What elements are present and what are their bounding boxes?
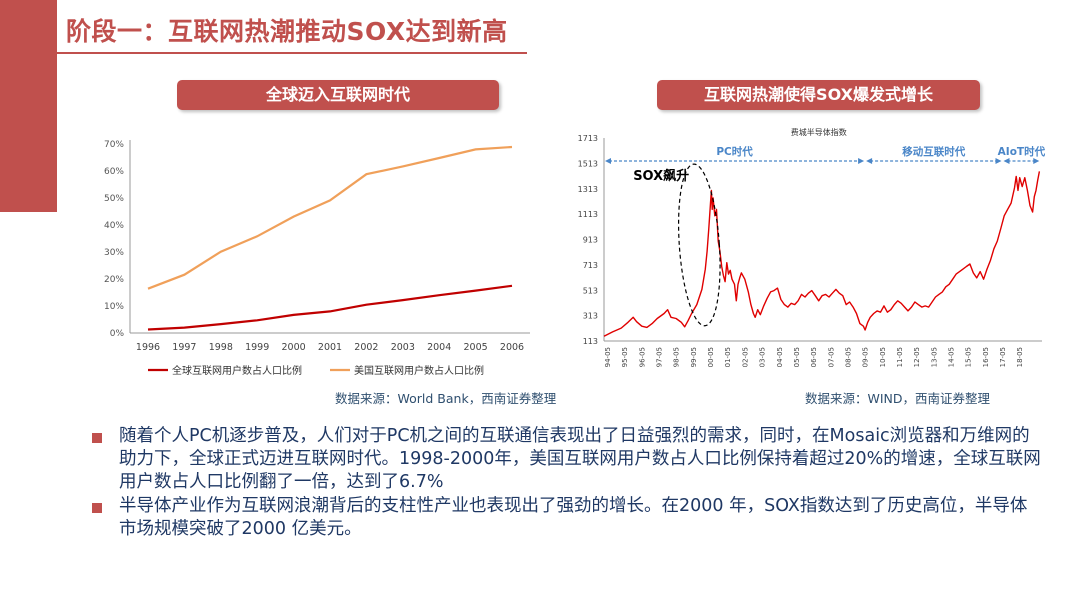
legend-label: 美国互联网用户数占人口比例 [354, 364, 484, 377]
y-tick-label: 1313 [578, 185, 598, 194]
x-tick-label: 01-05 [724, 347, 732, 367]
era-arrowhead [858, 158, 865, 164]
x-tick-label: 97-05 [656, 347, 664, 367]
x-tick-label: 05-05 [793, 347, 801, 367]
x-tick-label: 15-05 [965, 347, 973, 367]
surge-highlight-ellipse [677, 163, 721, 327]
x-tick-label: 2003 [391, 342, 415, 353]
x-tick-label: 95-05 [621, 347, 629, 367]
x-tick-label: 13-05 [930, 347, 938, 367]
bullet-item: 半导体产业作为互联网浪潮背后的支柱性产业也表现出了强劲的增长。在2000 年，S… [92, 495, 1042, 541]
era-label: 移动互联时代 [902, 145, 965, 158]
right-source: 数据来源：WIND，西南证券整理 [805, 391, 991, 406]
y-tick-label: 313 [583, 312, 598, 321]
accent-bar [0, 0, 57, 212]
y-tick-label: 40% [104, 221, 124, 231]
x-tick-label: 1997 [172, 342, 196, 353]
surge-annotation: SOX飙升 [633, 168, 689, 184]
chart-title: 费城半导体指数 [791, 128, 847, 137]
bullet-square-icon [92, 433, 102, 443]
y-tick-label: 113 [583, 337, 598, 346]
left-source: 数据来源：World Bank，西南证券整理 [335, 391, 557, 406]
y-tick-label: 60% [104, 167, 124, 177]
era-arrowhead [1003, 158, 1010, 164]
series-line-2 [147, 145, 513, 290]
x-tick-label: 03-05 [759, 347, 767, 367]
y-tick-label: 30% [104, 248, 124, 258]
bullet-text: 随着个人PC机逐步普及，人们对于PC机之间的互联通信表现出了日益强烈的需求，同时… [119, 426, 1041, 492]
page-title: 阶段一：互联网热潮推动SOX达到新高 [66, 17, 508, 46]
x-tick-label: 12-05 [913, 347, 921, 367]
x-tick-label: 10-05 [879, 347, 887, 367]
x-tick-label: 2004 [427, 342, 451, 353]
y-tick-label: 513 [583, 286, 598, 295]
x-tick-label: 18-05 [1016, 347, 1024, 367]
x-tick-label: 1996 [136, 342, 160, 353]
right-chart-label: 互联网热潮使得SOX爆发式增长 [657, 80, 980, 110]
x-tick-label: 06-05 [810, 347, 818, 367]
y-tick-label: 50% [104, 194, 124, 204]
x-tick-label: 1998 [209, 342, 233, 353]
series-line-1 [147, 284, 513, 331]
bullet-square-icon [92, 503, 102, 513]
era-label: AIoT时代 [998, 145, 1045, 158]
x-tick-label: 11-05 [896, 347, 904, 367]
x-tick-label: 2001 [318, 342, 342, 353]
era-label: PC时代 [716, 145, 753, 158]
era-arrowhead [995, 158, 1002, 164]
x-tick-label: 16-05 [982, 347, 990, 367]
x-tick-label: 94-05 [604, 347, 612, 367]
y-tick-label: 10% [104, 302, 124, 312]
y-tick-label: 0% [110, 329, 125, 339]
x-tick-label: 00-05 [707, 347, 715, 367]
title-underline [57, 52, 527, 54]
sox-series-line [603, 171, 1041, 337]
x-tick-label: 17-05 [999, 347, 1007, 367]
x-tick-label: 09-05 [862, 347, 870, 367]
x-tick-label: 04-05 [776, 347, 784, 367]
bullet-list: 随着个人PC机逐步普及，人们对于PC机之间的互联通信表现出了日益强烈的需求，同时… [92, 425, 1042, 542]
x-tick-label: 2005 [464, 342, 488, 353]
x-tick-label: 2000 [282, 342, 306, 353]
x-tick-label: 02-05 [741, 347, 749, 367]
y-tick-label: 913 [583, 236, 598, 245]
legend-label: 全球互联网用户数占人口比例 [172, 364, 302, 377]
x-tick-label: 1999 [245, 342, 269, 353]
x-tick-label: 96-05 [638, 347, 646, 367]
internet-penetration-chart: 0% 10% 20% 30% 40% 50% 60% 70% 1996 1997 1998 1999 2… [104, 140, 530, 377]
x-tick-label: 99-05 [690, 347, 698, 367]
y-tick-label: 1113 [578, 210, 598, 219]
era-arrowhead [866, 158, 873, 164]
era-arrowhead [1033, 158, 1040, 164]
era-arrowhead [605, 158, 611, 164]
y-tick-label: 713 [583, 261, 598, 270]
bullet-item: 随着个人PC机逐步普及，人们对于PC机之间的互联通信表现出了日益强烈的需求，同时… [92, 425, 1042, 494]
bullet-text: 半导体产业作为互联网浪潮背后的支柱性产业也表现出了强劲的增长。在2000 年，S… [119, 496, 1028, 539]
sox-index-chart: 113 313 513 713 913 1113 1313 1513 1713 94-05 95-0… [578, 128, 1045, 367]
x-tick-label: 2006 [500, 342, 524, 353]
x-tick-label: 07-05 [827, 347, 835, 367]
x-tick-label: 2002 [354, 342, 378, 353]
y-tick-label: 1713 [578, 134, 598, 143]
x-tick-label: 14-05 [948, 347, 956, 367]
left-chart-label: 全球迈入互联网时代 [177, 80, 499, 110]
y-tick-label: 20% [104, 275, 124, 285]
x-tick-label: 08-05 [844, 347, 852, 367]
x-tick-label: 98-05 [673, 347, 681, 367]
y-tick-label: 70% [104, 140, 124, 150]
y-tick-label: 1513 [578, 159, 598, 168]
